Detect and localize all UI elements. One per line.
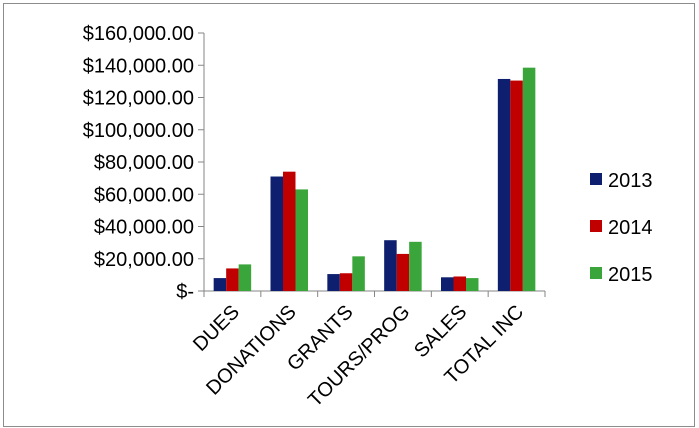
- legend-swatch-2013: [590, 173, 602, 185]
- bar-2014-sales: [453, 276, 466, 291]
- bar-2015-total-inc: [522, 67, 536, 291]
- bar-2015-dues: [238, 264, 252, 291]
- y-tick-label: $100,000.00: [83, 120, 194, 142]
- legend-label-2015: 2015: [608, 264, 653, 286]
- y-tick-label: $40,000.00: [94, 217, 194, 239]
- y-tick-label: $120,000.00: [83, 88, 194, 110]
- bar-2015-sales: [466, 278, 479, 291]
- bar-2014-total-inc: [510, 80, 523, 291]
- y-tick-label: $60,000.00: [94, 184, 194, 206]
- bar-2015-grants: [352, 256, 365, 291]
- y-tick-label: $140,000.00: [83, 55, 194, 77]
- x-category-label: DUES: [189, 301, 244, 356]
- bar-2014-grants: [339, 273, 353, 291]
- y-tick-label: $160,000.00: [83, 23, 194, 45]
- bar-2014-donations: [283, 171, 296, 291]
- legend-label-2014: 2014: [608, 217, 653, 239]
- legend-label-2013: 2013: [608, 170, 653, 192]
- bar-2015-donations: [295, 189, 308, 291]
- bar-2013-tours-prog: [384, 240, 397, 291]
- bar-2013-total-inc: [497, 78, 511, 291]
- bar-2014-dues: [226, 268, 239, 291]
- bar-2013-sales: [441, 277, 454, 291]
- bar-2013-grants: [327, 274, 340, 291]
- chart-frame: [3, 3, 695, 427]
- y-tick-label: $20,000.00: [94, 249, 194, 271]
- legend-swatch-2015: [590, 267, 602, 279]
- legend-swatch-2014: [590, 220, 602, 232]
- bar-2013-dues: [213, 278, 227, 291]
- y-tick-label: $80,000.00: [94, 152, 194, 174]
- x-category-label: TOURS/PROG: [304, 301, 414, 411]
- bar-2015-tours-prog: [409, 241, 422, 291]
- bar-2013-donations: [270, 176, 283, 291]
- bar-2014-tours-prog: [396, 253, 410, 291]
- y-tick-label: $-: [176, 281, 194, 303]
